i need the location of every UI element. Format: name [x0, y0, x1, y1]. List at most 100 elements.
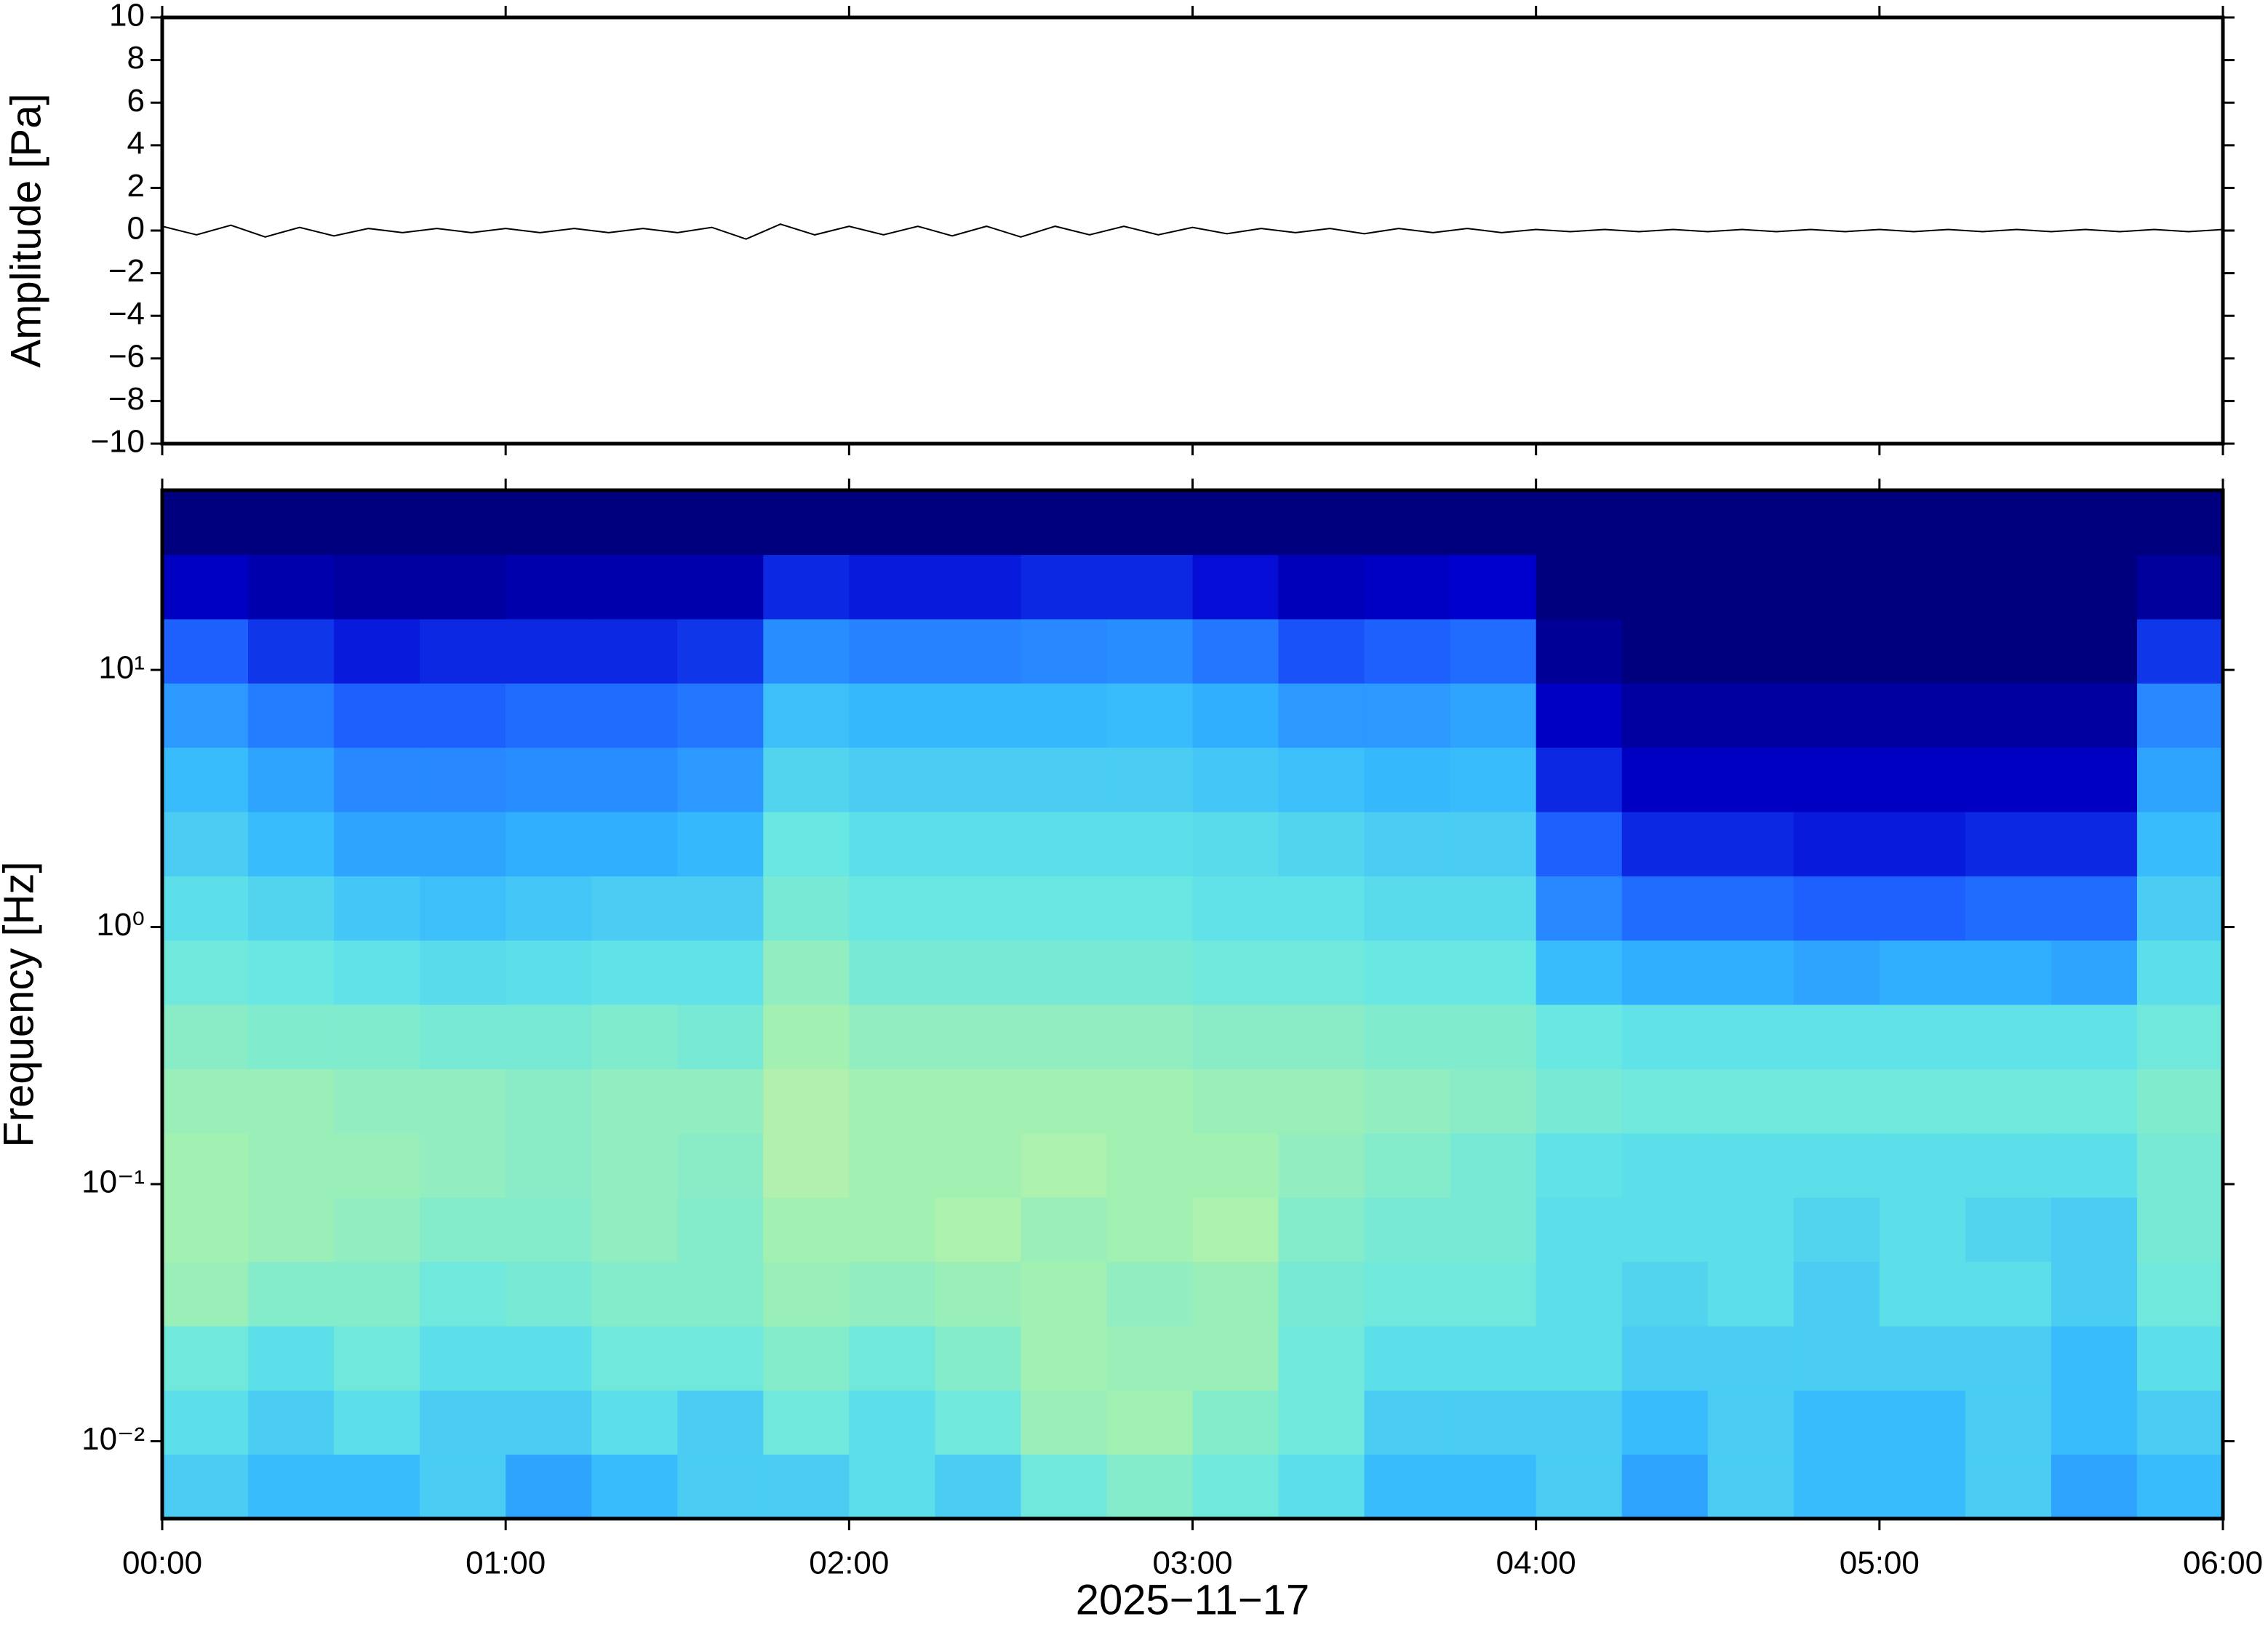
spectrogram-cell: [2051, 747, 2138, 812]
spectrogram-cell: [935, 490, 1022, 556]
spectrogram-cell: [334, 618, 420, 684]
spectrogram-cell: [1021, 747, 1108, 812]
spectrogram-cell: [763, 1390, 850, 1455]
spectrogram-cell: [1536, 1390, 1623, 1455]
spectrogram-cell: [1450, 1004, 1537, 1070]
spectrogram-cell: [1536, 1197, 1623, 1263]
spectrogram-cell: [1707, 490, 1794, 556]
spectrogram-cell: [677, 490, 764, 556]
spectrogram-cell: [935, 1197, 1022, 1263]
spectrogram-cell: [334, 1004, 420, 1070]
spectrogram-cell: [1793, 1390, 1880, 1455]
spectrogram-cell: [1450, 1132, 1537, 1198]
spectrogram-cell: [1450, 940, 1537, 1005]
spectrogram-cell: [334, 1390, 420, 1455]
spectrogram-cell: [1364, 747, 1451, 812]
spectrogram-cell: [1278, 876, 1365, 941]
spectrogram-cell: [1536, 490, 1623, 556]
spectrogram-cell: [849, 1132, 935, 1198]
spectrogram-cell: [763, 811, 850, 876]
spectrogram-cell: [1278, 1004, 1365, 1070]
spectrogram-cell: [763, 618, 850, 684]
spectrogram-cell: [334, 490, 420, 556]
spectrogram-cell: [420, 1261, 506, 1327]
spectrogram-cell: [334, 1068, 420, 1134]
spectrogram-cell: [248, 940, 335, 1005]
spectrogram-cell: [1793, 811, 1880, 876]
x-tick-label: 00:00: [122, 1546, 202, 1581]
spectrogram-cell: [248, 811, 335, 876]
waveform: [161, 223, 2224, 240]
y-tick-label: 10: [109, 0, 145, 33]
spectrogram-cell: [2051, 490, 2138, 556]
spectrogram-cell: [1106, 1068, 1194, 1134]
spectrogram-cell: [1707, 876, 1794, 941]
spectrogram-cell: [591, 490, 678, 556]
spectrogram-cell: [1021, 618, 1108, 684]
spectrogram-cell: [506, 1325, 592, 1391]
spectrogram-cell: [420, 1197, 506, 1263]
spectrogram-cell: [506, 554, 592, 620]
spectrogram-cell: [849, 1197, 935, 1263]
spectrogram-cell: [248, 618, 335, 684]
spectrogram-cell: [591, 1197, 678, 1263]
spectrogram-cell: [420, 811, 506, 876]
spectrogram-cell: [506, 683, 592, 748]
spectrogram-cell: [1621, 1132, 1709, 1198]
spectrogram-cell: [1021, 1068, 1108, 1134]
spectrogram-cell: [1364, 1068, 1451, 1134]
spectrogram-cell: [1621, 618, 1709, 684]
spectrogram-cell: [334, 1132, 420, 1198]
spectrogram-cell: [1536, 940, 1623, 1005]
spectrogram-cell: [849, 940, 935, 1005]
spectrogram-cell: [591, 747, 678, 812]
x-tick-label: 05:00: [1840, 1546, 1920, 1581]
y-tick-label: −10: [90, 424, 145, 460]
spectrogram-cell: [1278, 618, 1365, 684]
spectrogram-cell: [1536, 1325, 1623, 1391]
spectrogram-cell: [935, 1004, 1022, 1070]
spectrogram-cell: [1965, 1390, 2052, 1455]
spectrogram-cell: [1793, 747, 1880, 812]
spectrogram-cell: [1879, 876, 1966, 941]
spectrogram-cell: [2136, 683, 2224, 748]
spectrogram-cell: [1364, 618, 1451, 684]
spectrogram-cell: [1793, 618, 1880, 684]
spectrogram-cell: [1450, 1068, 1537, 1134]
spectrogram-cell: [1621, 1454, 1709, 1519]
spectrogram-cell: [2051, 811, 2138, 876]
spectrogram-cell: [849, 1454, 935, 1519]
spectrogram-cell: [591, 683, 678, 748]
spectrogram-cell: [1450, 747, 1537, 812]
spectrogram-cell: [1364, 1454, 1451, 1519]
spectrogram-cell: [248, 876, 335, 941]
spectrogram-cell: [849, 1325, 935, 1391]
spectrogram-cell: [1278, 1197, 1365, 1263]
spectrogram-cell: [1278, 1261, 1365, 1327]
spectrogram-cell: [1450, 1325, 1537, 1391]
spectrogram-cell: [1965, 683, 2052, 748]
spectrogram-cell: [162, 618, 249, 684]
spectrogram-cell: [1192, 1068, 1279, 1134]
spectrogram-cell: [935, 1454, 1022, 1519]
spectrogram-cell: [1364, 490, 1451, 556]
spectrogram-cell: [1278, 1454, 1365, 1519]
spectrogram-cell: [2136, 490, 2224, 556]
spectrogram-cell: [248, 1261, 335, 1327]
spectrogram-cell: [248, 1132, 335, 1198]
spectrogram-cell: [162, 1390, 249, 1455]
spectrogram-cell: [935, 1068, 1022, 1134]
spectrogram-cell: [1707, 940, 1794, 1005]
spectrogram-cell: [162, 940, 249, 1005]
spectrogram-cell: [2136, 1132, 2224, 1198]
spectrogram-cell: [2136, 1390, 2224, 1455]
spectrogram-cell: [1192, 1454, 1279, 1519]
spectrogram-cell: [1192, 683, 1279, 748]
spectrogram-cell: [763, 1004, 850, 1070]
spectrogram-cell: [1793, 1197, 1880, 1263]
spectrogram-cell: [420, 1390, 506, 1455]
spectrogram-cell: [506, 618, 592, 684]
spectrogram-cell: [334, 876, 420, 941]
spectrogram-cell: [1021, 1325, 1108, 1391]
spectrogram-cell: [1536, 618, 1623, 684]
